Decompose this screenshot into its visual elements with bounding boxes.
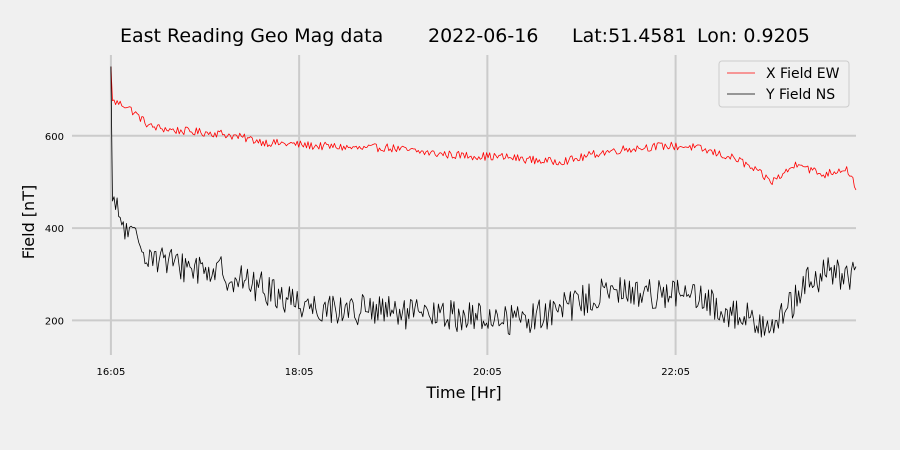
legend-label-y-field: Y Field NS xyxy=(765,87,835,103)
chart-title-lon: Lon: 0.9205 xyxy=(697,25,810,47)
tick-labels: 16:05 18:05 20:05 22:05 200 400 600 xyxy=(45,132,690,378)
chart-title-left: East Reading Geo Mag data xyxy=(120,25,383,47)
x-tick-label: 16:05 xyxy=(96,367,125,378)
chart-title-date: 2022-06-16 xyxy=(428,25,538,47)
series-layer xyxy=(110,66,857,338)
x-tick-label: 20:05 xyxy=(473,367,502,378)
y-tick-label: 600 xyxy=(45,132,64,143)
legend: X Field EW Y Field NS xyxy=(718,60,850,108)
y-tick-label: 200 xyxy=(45,316,64,327)
y-tick-label: 400 xyxy=(45,224,64,235)
y-axis-label: Field [nT] xyxy=(19,185,38,259)
x-tick-label: 18:05 xyxy=(285,367,314,378)
x-axis-label: Time [Hr] xyxy=(425,383,501,402)
series-line-y-field-ns xyxy=(110,66,857,338)
x-tick-label: 22:05 xyxy=(661,367,690,378)
legend-label-x-field: X Field EW xyxy=(766,66,840,82)
series-line-x-field-ew xyxy=(110,66,857,191)
chart-title-lat: Lat:51.4581 xyxy=(572,25,687,47)
legend-box xyxy=(718,60,850,108)
